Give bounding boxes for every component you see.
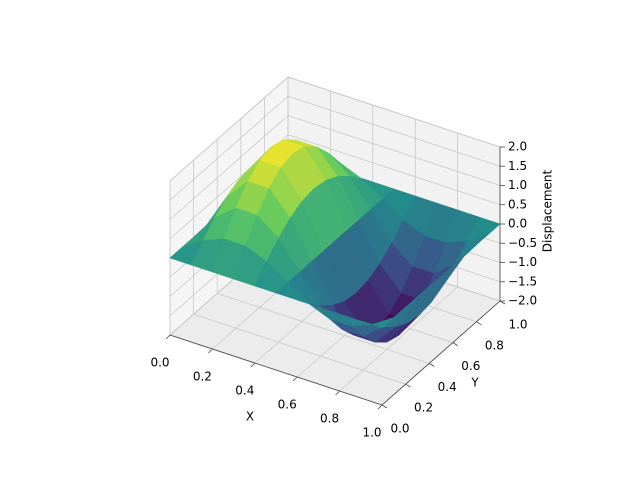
x-axis-label: X bbox=[246, 410, 254, 424]
axis-line bbox=[169, 334, 383, 406]
z-tick-label: −0.5 bbox=[508, 236, 537, 250]
x-tick-label: 0.4 bbox=[235, 384, 254, 398]
grid-line bbox=[287, 115, 501, 186]
z-tick-label: 0.0 bbox=[508, 217, 527, 231]
tick-mark bbox=[377, 404, 383, 410]
z-tick-label: −2.0 bbox=[508, 294, 537, 308]
y-tick-label: 1.0 bbox=[508, 318, 527, 332]
x-tick-label: 0.8 bbox=[320, 412, 339, 426]
grid-line bbox=[287, 76, 501, 148]
y-axis-label: Y bbox=[470, 376, 479, 390]
z-tick-label: −1.5 bbox=[508, 274, 537, 288]
grid-line bbox=[169, 115, 289, 220]
tick-mark bbox=[499, 300, 506, 305]
x-tick-label: 0.0 bbox=[150, 356, 169, 370]
grid-line bbox=[217, 293, 430, 364]
y-tick-label: 0.2 bbox=[414, 401, 433, 415]
tick-mark bbox=[428, 363, 435, 367]
z-tick-label: 1.5 bbox=[508, 159, 527, 173]
grid-line bbox=[169, 76, 289, 182]
tick-mark bbox=[452, 342, 459, 346]
x-tick-label: 0.6 bbox=[278, 398, 297, 412]
z-tick-label: −1.0 bbox=[508, 255, 537, 269]
z-axis-label: Displacement bbox=[541, 169, 555, 252]
grid-line bbox=[169, 95, 289, 201]
tick-mark bbox=[165, 334, 171, 340]
axis-line bbox=[381, 300, 501, 406]
grid-line bbox=[193, 313, 406, 385]
tick-mark bbox=[250, 362, 256, 368]
tick-mark bbox=[476, 321, 482, 326]
y-tick-label: 0.0 bbox=[390, 422, 409, 436]
tick-mark bbox=[208, 348, 213, 354]
tick-mark bbox=[335, 390, 340, 396]
x-tick-label: 1.0 bbox=[362, 426, 381, 440]
grid-line bbox=[339, 286, 458, 392]
grid-line bbox=[287, 134, 501, 206]
y-tick-label: 0.6 bbox=[461, 359, 480, 373]
x-tick-label: 0.2 bbox=[193, 370, 212, 384]
z-tick-label: 1.0 bbox=[508, 178, 527, 192]
z-tick-label: 0.5 bbox=[508, 197, 527, 211]
y-tick-label: 0.8 bbox=[485, 338, 504, 352]
tick-mark bbox=[292, 376, 298, 382]
y-tick-label: 0.4 bbox=[438, 380, 457, 394]
surface-patch bbox=[360, 317, 395, 329]
tick-mark bbox=[405, 383, 411, 388]
grid-line bbox=[287, 95, 501, 167]
z-tick-label: 2.0 bbox=[508, 140, 527, 154]
tick-mark bbox=[381, 404, 388, 409]
